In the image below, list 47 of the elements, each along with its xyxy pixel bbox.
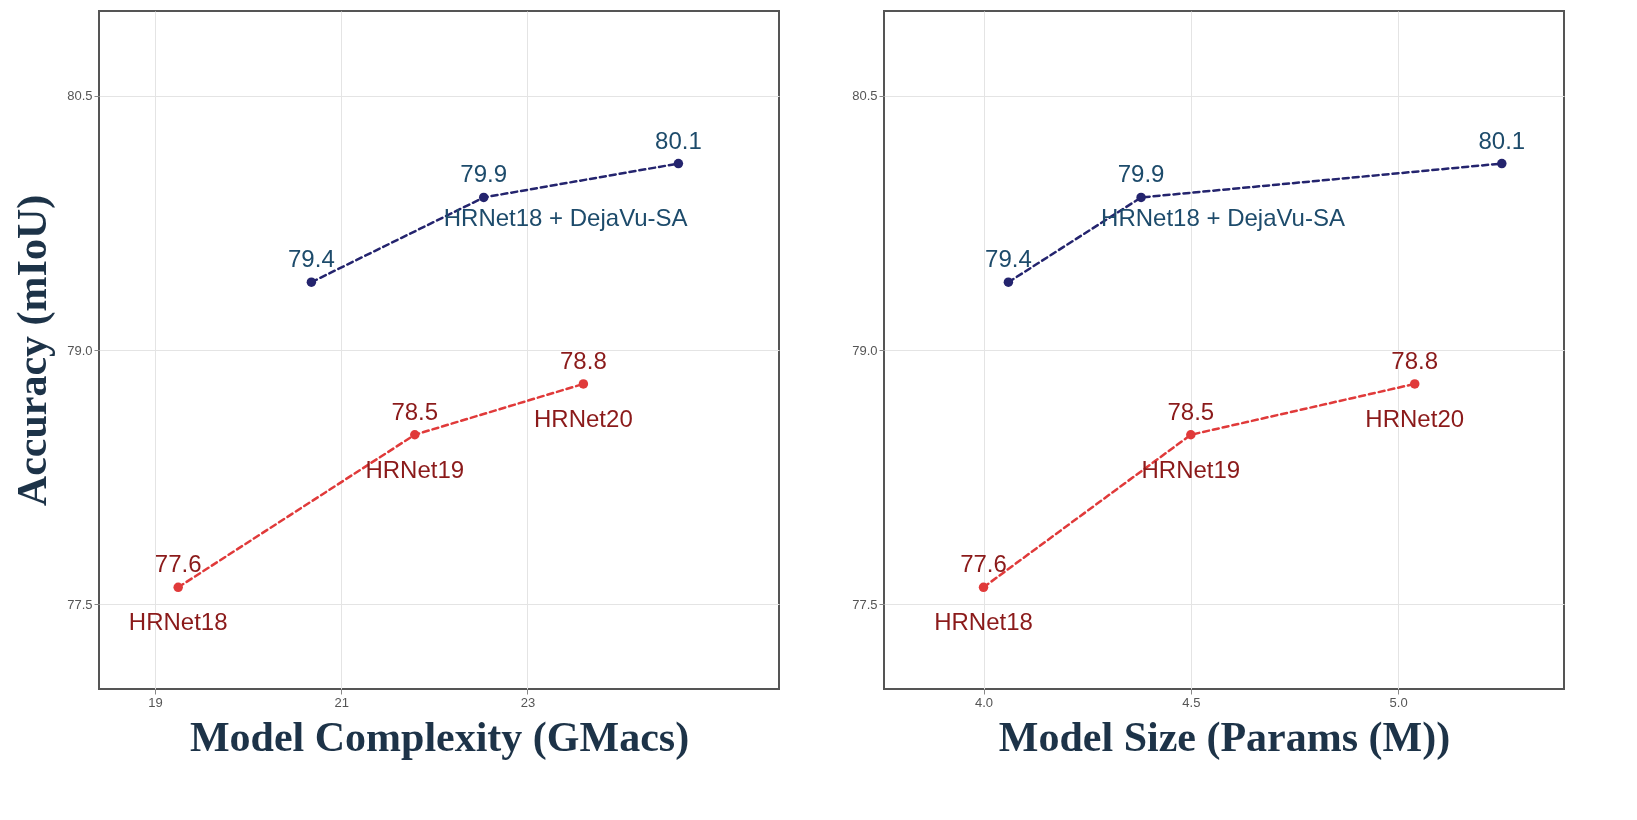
point	[673, 158, 684, 169]
series-label: HRNet18 + DejaVu-SA	[1101, 204, 1345, 232]
point	[173, 582, 183, 593]
annotation: HRNet19	[1141, 455, 1241, 483]
series-label: HRNet18 + DejaVu-SA	[443, 204, 688, 232]
x-tick-label: 21	[334, 694, 349, 710]
data-label: 80.1	[1478, 126, 1526, 154]
data-label: 77.6	[154, 550, 202, 578]
point	[1136, 192, 1146, 203]
annotation: HRNet18	[128, 608, 228, 636]
data-label: 79.9	[1117, 160, 1165, 188]
data-label: 78.8	[560, 346, 607, 374]
annotation: HRNet18	[934, 608, 1033, 636]
y-tick-label: 80.5	[67, 88, 93, 104]
data-label: 79.4	[985, 245, 1032, 273]
y-tick-label: 77.5	[67, 596, 93, 612]
data-label: 79.4	[288, 245, 335, 273]
y-tick-label: 79.0	[852, 342, 878, 358]
annotation: HRNet20	[534, 404, 633, 432]
x-tick-label: 5.0	[1389, 694, 1408, 710]
point	[1497, 158, 1507, 169]
annotation: HRNet20	[1365, 404, 1465, 432]
annotation: HRNet19	[365, 455, 465, 483]
y-axis-title: Accuracy (mIoU)	[9, 194, 57, 507]
data-label: 78.5	[1167, 397, 1215, 425]
point	[1003, 277, 1014, 287]
point	[306, 277, 317, 287]
data-label: 79.9	[460, 160, 508, 188]
data-label: 77.6	[960, 550, 1007, 578]
x-axis-title: Model Size (Params (M))	[998, 713, 1451, 761]
x-axis-title: Model Complexity (GMacs)	[189, 713, 690, 761]
y-tick-label: 77.5	[852, 596, 878, 612]
data-label: 80.1	[655, 126, 702, 154]
data-label: 78.5	[391, 397, 439, 425]
point	[1186, 430, 1196, 440]
point	[478, 192, 489, 203]
point	[1409, 379, 1420, 389]
y-tick-label: 79.0	[67, 342, 93, 358]
y-tick-label: 80.5	[852, 88, 878, 104]
data-label: 78.8	[1391, 346, 1439, 374]
x-tick-label: 4.0	[974, 694, 994, 710]
x-tick-label: 4.5	[1182, 694, 1201, 710]
point	[410, 430, 420, 440]
point	[578, 379, 589, 389]
point	[978, 582, 989, 593]
x-tick-label: 19	[148, 694, 163, 710]
x-tick-label: 23	[520, 694, 536, 710]
